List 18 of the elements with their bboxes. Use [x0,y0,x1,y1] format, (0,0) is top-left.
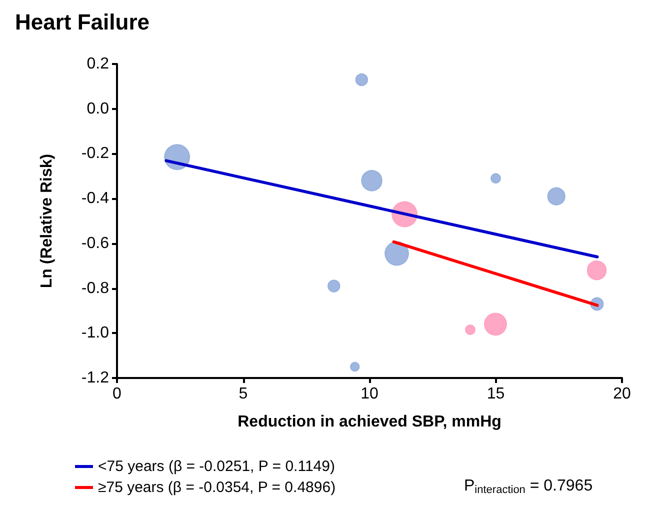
x-tick-label: 10 [360,386,378,402]
y-tick-label: -0.8 [81,280,110,297]
x-tick-label: 20 [613,386,631,402]
y-tick-label: 0.2 [86,56,110,72]
y-tick-label: -0.2 [81,145,110,162]
y-tick-label: 0.0 [86,100,110,118]
y-axis-title: Ln (Relative Risk) [38,154,56,288]
x-tick-label: 0 [112,386,122,402]
x-tick-label: 15 [486,386,505,402]
chart-title: Heart Failure [15,10,150,34]
y-tick-label: -1.0 [81,324,110,342]
legend-label: ≥75 years (β = -0.0354, P = 0.4896) [98,479,336,496]
legend-label: <75 years (β = -0.0251, P = 0.1149) [98,458,335,475]
y-tick-label: -0.4 [81,190,110,208]
y-tick-label: -0.6 [81,234,110,252]
x-axis-title: Reduction in achieved SBP, mmHg [238,414,502,430]
y-tick-label: -1.2 [81,370,110,386]
x-tick-label: 5 [238,386,248,402]
